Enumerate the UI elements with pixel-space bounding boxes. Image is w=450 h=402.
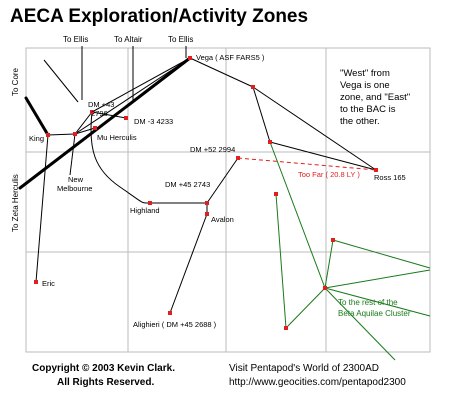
label-dm-3: DM -3 4233: [134, 117, 173, 126]
star-dm43: [90, 110, 94, 114]
copyright-line-1: Copyright © 2003 Kevin Clark.: [32, 363, 175, 374]
label-to-zeta-herculis: To Zeta Herculis: [11, 174, 20, 232]
svg-text:To the rest of the: To the rest of the: [338, 298, 398, 307]
star-unnamed-5: [323, 286, 327, 290]
svg-text:to the BAC is: to the BAC is: [340, 104, 396, 115]
star-markers: [34, 56, 378, 330]
star-vega: [188, 56, 192, 60]
star-avalon: [205, 212, 209, 216]
label-eric: Eric: [42, 279, 55, 288]
too-far-link: [237, 157, 377, 171]
label-highland: Highland: [130, 206, 160, 215]
svg-text:Beta Aquilae Cluster: Beta Aquilae Cluster: [338, 309, 411, 318]
star-alighieri: [168, 311, 172, 315]
zone-note: "West" from Vega is one zone, and "East"…: [340, 68, 410, 127]
star-dm45-2743: [205, 201, 209, 205]
label-to-core: To Core: [11, 67, 20, 96]
label-king: King: [29, 134, 44, 143]
label-to-altair: To Altair: [114, 35, 143, 44]
label-vega: Vega ( ASF FARS5 ): [196, 53, 265, 62]
beta-aquilae-links: [269, 141, 431, 361]
site-url[interactable]: http://www.geocities.com/pentapod2300: [229, 377, 406, 388]
page-title: AECA Exploration/Activity Zones: [10, 6, 309, 27]
star-mu-herculis: [93, 126, 97, 130]
label-dm45-2743: DM +45 2743: [165, 180, 210, 189]
label-avalon: Avalon: [211, 215, 234, 224]
star-new-melbourne: [73, 132, 77, 136]
label-alighieri: Alighieri ( DM +45 2688 ): [133, 320, 217, 329]
site-line-1: Visit Pentapod's World of 2300AD: [229, 363, 379, 374]
star-king: [46, 133, 50, 137]
copyright-line-2: All Rights Reserved.: [57, 377, 155, 388]
label-new-melbourne-b: Melbourne: [57, 184, 92, 193]
star-eric: [34, 280, 38, 284]
svg-text:Vega is one: Vega is one: [340, 80, 390, 91]
label-ross165: Ross 165: [374, 173, 406, 182]
label-dm52: DM +52 2994: [190, 145, 235, 154]
svg-text:"West" from: "West" from: [340, 68, 390, 79]
star-dm-3: [124, 116, 128, 120]
beta-aquilae-note: To the rest of the Beta Aquilae Cluster: [338, 298, 411, 318]
star-unnamed-2: [268, 140, 272, 144]
label-too-far: Too Far ( 20.8 LY ): [298, 170, 360, 179]
star-unnamed-1: [251, 85, 255, 89]
label-mu-herculis: Mu Herculis: [97, 133, 137, 142]
major-routes: [18, 56, 192, 190]
svg-text:zone, and "East": zone, and "East": [340, 92, 410, 103]
star-ross165: [374, 168, 378, 172]
star-unnamed-3: [274, 192, 278, 196]
label-new-melbourne-a: New: [68, 175, 84, 184]
direction-lines: [43, 46, 187, 103]
label-to-ellis-2: To Ellis: [168, 35, 193, 44]
svg-text:the other.: the other.: [340, 116, 380, 127]
label-to-ellis-1: To Ellis: [63, 35, 88, 44]
star-dm52: [236, 156, 240, 160]
link-lines: [35, 57, 377, 314]
label-dm43-b: 2796: [91, 109, 108, 118]
star-unnamed-4: [331, 238, 335, 242]
star-unnamed-6: [284, 326, 288, 330]
star-highland: [148, 201, 152, 205]
label-dm43-a: DM +43: [88, 100, 114, 109]
